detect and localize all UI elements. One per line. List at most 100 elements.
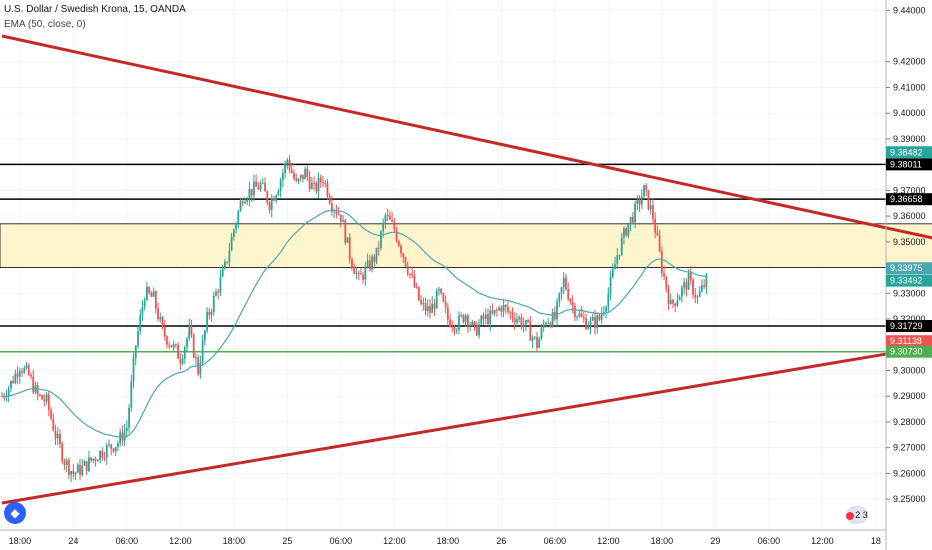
candle-body[interactable] bbox=[152, 291, 155, 297]
candle-body[interactable] bbox=[56, 434, 59, 439]
candle-body[interactable] bbox=[578, 313, 581, 317]
candle-body[interactable] bbox=[179, 358, 182, 364]
candle-body[interactable] bbox=[295, 178, 298, 181]
candle-body[interactable] bbox=[112, 448, 115, 452]
candle-body[interactable] bbox=[23, 367, 26, 373]
candle-body[interactable] bbox=[680, 287, 683, 297]
candle-body[interactable] bbox=[96, 460, 99, 462]
candle-body[interactable] bbox=[547, 322, 550, 324]
candle-body[interactable] bbox=[469, 325, 472, 327]
candle-body[interactable] bbox=[540, 327, 543, 339]
candle-body[interactable] bbox=[117, 443, 119, 447]
candle-body[interactable] bbox=[38, 394, 41, 396]
candle-body[interactable] bbox=[638, 199, 641, 205]
candle-body[interactable] bbox=[433, 303, 436, 309]
candle-body[interactable] bbox=[522, 324, 525, 327]
candle-body[interactable] bbox=[520, 317, 523, 327]
candle-body[interactable] bbox=[466, 315, 469, 327]
candle-body[interactable] bbox=[339, 214, 342, 222]
candle-body[interactable] bbox=[667, 288, 670, 305]
candle-body[interactable] bbox=[509, 311, 512, 313]
candle-body[interactable] bbox=[284, 163, 287, 173]
candle-body[interactable] bbox=[415, 286, 418, 288]
candle-body[interactable] bbox=[286, 160, 289, 164]
candle-body[interactable] bbox=[491, 310, 494, 314]
candle-body[interactable] bbox=[344, 220, 347, 243]
candle-body[interactable] bbox=[177, 345, 180, 359]
candle-body[interactable] bbox=[255, 181, 258, 187]
candle-body[interactable] bbox=[90, 457, 93, 461]
candle-body[interactable] bbox=[324, 182, 327, 184]
candle-body[interactable] bbox=[585, 318, 587, 329]
candle-body[interactable] bbox=[27, 365, 30, 375]
candle-body[interactable] bbox=[683, 282, 686, 288]
candle-body[interactable] bbox=[602, 311, 605, 314]
candle-body[interactable] bbox=[114, 446, 117, 452]
candle-body[interactable] bbox=[636, 199, 639, 204]
candle-body[interactable] bbox=[580, 313, 583, 317]
candle-body[interactable] bbox=[500, 307, 503, 312]
candle-body[interactable] bbox=[7, 387, 10, 397]
candle-body[interactable] bbox=[366, 260, 369, 267]
candle-body[interactable] bbox=[288, 160, 291, 170]
candle-body[interactable] bbox=[232, 229, 235, 237]
candle-body[interactable] bbox=[618, 254, 621, 256]
candle-body[interactable] bbox=[482, 315, 485, 319]
candle-body[interactable] bbox=[72, 471, 75, 475]
candle-body[interactable] bbox=[190, 325, 193, 335]
candle-body[interactable] bbox=[237, 211, 240, 224]
candle-body[interactable] bbox=[217, 291, 220, 293]
candle-body[interactable] bbox=[371, 256, 373, 270]
candle-body[interactable] bbox=[47, 394, 50, 410]
candle-body[interactable] bbox=[542, 324, 545, 328]
candle-body[interactable] bbox=[395, 229, 398, 241]
candle-body[interactable] bbox=[538, 338, 541, 349]
candle-body[interactable] bbox=[119, 432, 122, 444]
candle-body[interactable] bbox=[359, 273, 362, 275]
candle-body[interactable] bbox=[101, 450, 104, 458]
candle-body[interactable] bbox=[353, 267, 356, 274]
candle-body[interactable] bbox=[451, 326, 454, 328]
candle-body[interactable] bbox=[257, 186, 260, 190]
candle-body[interactable] bbox=[210, 311, 213, 316]
candle-body[interactable] bbox=[364, 266, 367, 280]
candle-body[interactable] bbox=[139, 315, 142, 332]
candle-body[interactable] bbox=[362, 274, 365, 280]
candle-body[interactable] bbox=[502, 304, 505, 312]
candle-body[interactable] bbox=[471, 321, 474, 326]
candle-body[interactable] bbox=[507, 307, 509, 312]
candle-body[interactable] bbox=[212, 295, 215, 312]
candle-body[interactable] bbox=[141, 307, 144, 316]
candle-body[interactable] bbox=[331, 203, 333, 211]
candle-body[interactable] bbox=[54, 430, 57, 439]
candle-body[interactable] bbox=[656, 232, 659, 236]
candle-body[interactable] bbox=[616, 255, 619, 265]
candle-body[interactable] bbox=[50, 409, 52, 419]
candle-body[interactable] bbox=[299, 174, 302, 179]
candle-body[interactable] bbox=[674, 303, 677, 306]
candle-body[interactable] bbox=[473, 321, 476, 325]
candle-body[interactable] bbox=[694, 294, 697, 298]
candle-body[interactable] bbox=[18, 371, 21, 377]
candle-body[interactable] bbox=[79, 464, 81, 475]
candle-body[interactable] bbox=[59, 434, 61, 444]
candle-body[interactable] bbox=[195, 357, 197, 359]
candle-body[interactable] bbox=[489, 310, 492, 324]
descending-trendline[interactable] bbox=[1, 34, 932, 278]
candle-body[interactable] bbox=[85, 461, 88, 471]
candle-body[interactable] bbox=[647, 190, 650, 210]
candle-body[interactable] bbox=[591, 317, 594, 321]
candle-body[interactable] bbox=[531, 337, 534, 341]
candle-body[interactable] bbox=[478, 324, 480, 336]
candle-body[interactable] bbox=[277, 191, 280, 196]
candle-body[interactable] bbox=[625, 228, 628, 236]
candle-body[interactable] bbox=[148, 287, 151, 294]
candle-body[interactable] bbox=[181, 358, 184, 364]
candle-body[interactable] bbox=[244, 201, 246, 204]
candle-body[interactable] bbox=[103, 457, 106, 459]
candle-body[interactable] bbox=[268, 202, 271, 211]
candle-body[interactable] bbox=[458, 315, 460, 331]
candle-body[interactable] bbox=[701, 285, 703, 292]
candle-body[interactable] bbox=[159, 317, 162, 320]
candle-body[interactable] bbox=[573, 305, 576, 317]
